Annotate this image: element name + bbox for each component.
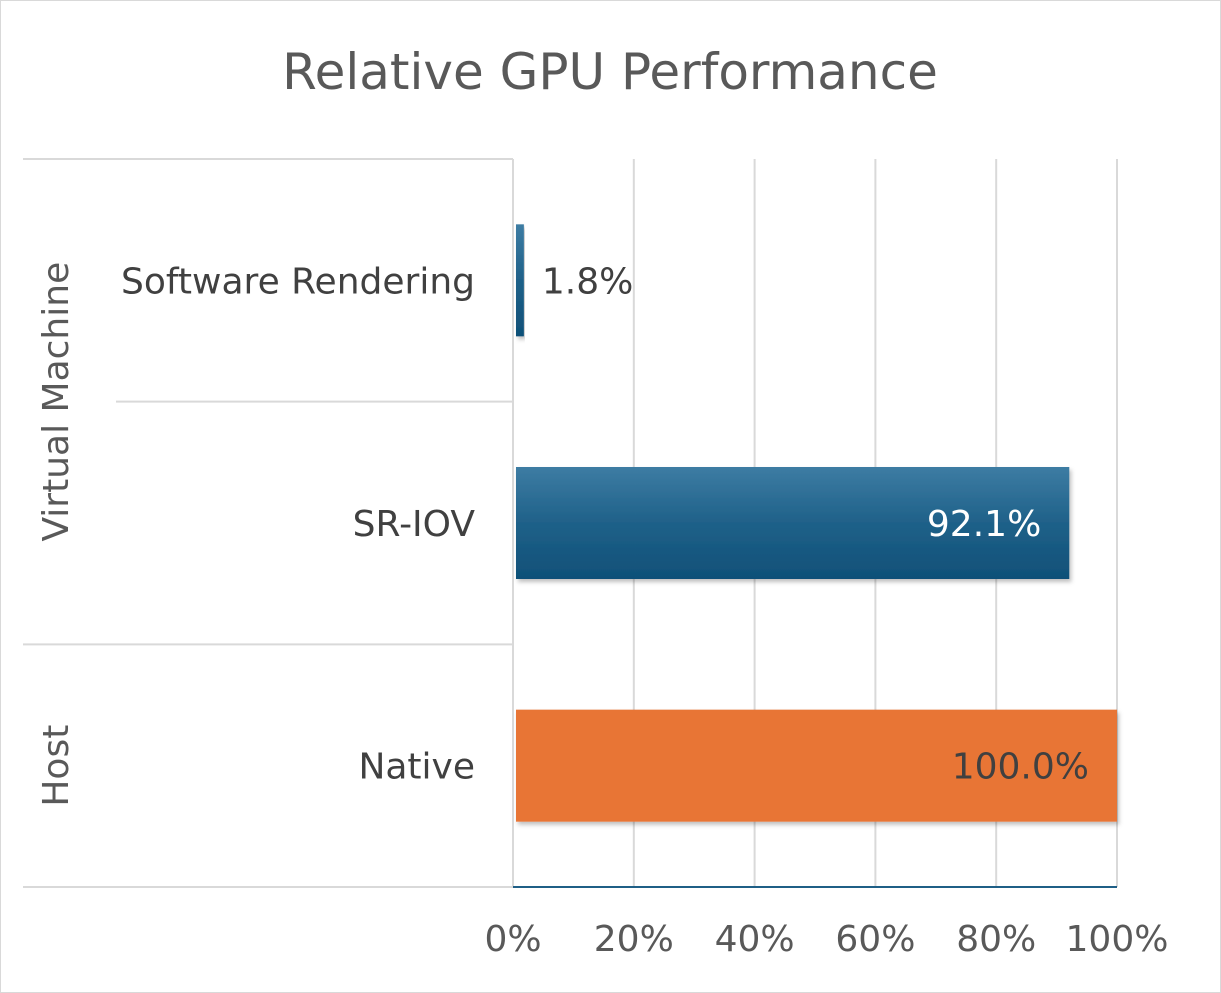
x-tick-label: 80% xyxy=(956,919,1036,960)
category-label: Software Rendering xyxy=(121,261,475,302)
category-axis xyxy=(23,158,1117,888)
bar xyxy=(516,467,1070,579)
labels: 0% 20% 40% 60% 80% 100% Virtual Machine Host Sof… xyxy=(36,261,1168,960)
bar xyxy=(516,709,1117,822)
data-label: 1.8% xyxy=(542,261,633,302)
x-tick-label: 0% xyxy=(484,919,541,960)
chart-title: Relative GPU Performance xyxy=(282,43,938,101)
data-label: 100.0% xyxy=(952,747,1089,788)
data-label: 92.1% xyxy=(927,504,1041,545)
x-tick-label: 60% xyxy=(835,919,915,960)
bar xyxy=(516,224,524,337)
group-label: Host xyxy=(36,725,77,807)
x-tick-label: 20% xyxy=(594,919,674,960)
category-label: SR-IOV xyxy=(353,504,476,545)
x-tick-label: 100% xyxy=(1066,919,1169,960)
group-label: Virtual Machine xyxy=(36,262,77,542)
x-tick-label: 40% xyxy=(715,919,795,960)
category-label: Native xyxy=(358,747,475,788)
bars xyxy=(516,224,1117,822)
